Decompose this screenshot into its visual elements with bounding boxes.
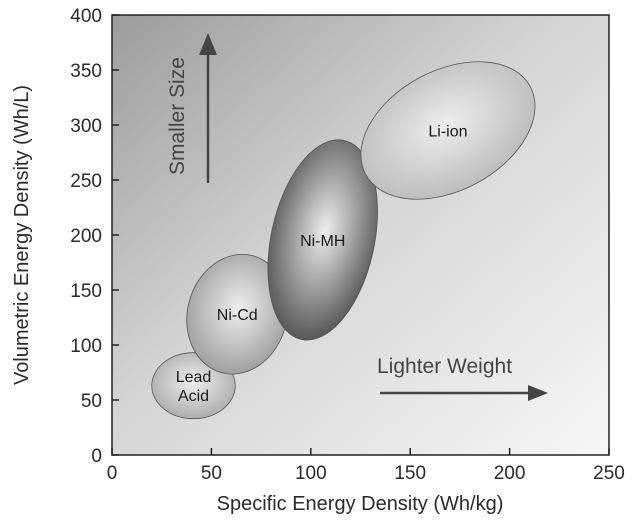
battery-regions: Lead Acid Ni-Cd Ni-MH Li-ion bbox=[151, 61, 536, 420]
x-axis: 0 50 100 150 200 250 bbox=[107, 448, 625, 484]
x-tick-label: 150 bbox=[394, 463, 426, 484]
lighter-weight-label: Lighter Weight bbox=[377, 355, 512, 378]
y-tick-label: 350 bbox=[70, 61, 102, 82]
lead-acid-label: Lead bbox=[176, 369, 212, 386]
ni-mh-label: Ni-MH bbox=[300, 233, 345, 250]
y-tick-label: 300 bbox=[70, 116, 102, 137]
smaller-size-annotation: Smaller Size bbox=[166, 33, 217, 183]
y-tick-label: 0 bbox=[91, 446, 102, 467]
x-tick-label: 0 bbox=[107, 463, 118, 484]
y-tick-label: 50 bbox=[81, 391, 102, 412]
up-arrow-head-icon bbox=[199, 33, 217, 55]
x-tick-label: 250 bbox=[593, 463, 625, 484]
x-axis-label: Specific Energy Density (Wh/kg) bbox=[217, 493, 504, 515]
right-arrow-head-icon bbox=[528, 385, 548, 401]
li-ion-label: Li-ion bbox=[428, 124, 467, 141]
ni-mh-region bbox=[267, 139, 378, 341]
y-axis-label: Volumetric Energy Density (Wh/L) bbox=[11, 85, 33, 385]
y-axis: 0 50 100 150 200 250 300 350 400 bbox=[70, 6, 119, 467]
y-tick-label: 100 bbox=[70, 336, 102, 357]
lead-acid-label: Acid bbox=[178, 388, 209, 405]
y-tick-label: 250 bbox=[70, 171, 102, 192]
ni-cd-label: Ni-Cd bbox=[217, 307, 258, 324]
x-tick-label: 50 bbox=[201, 463, 222, 484]
lighter-weight-annotation: Lighter Weight bbox=[377, 355, 548, 401]
y-tick-label: 400 bbox=[70, 6, 102, 27]
x-tick-label: 100 bbox=[295, 463, 327, 484]
smaller-size-label: Smaller Size bbox=[166, 57, 189, 175]
x-tick-label: 200 bbox=[494, 463, 526, 484]
y-tick-label: 200 bbox=[70, 226, 102, 247]
li-ion-region bbox=[360, 61, 536, 200]
y-tick-label: 150 bbox=[70, 281, 102, 302]
